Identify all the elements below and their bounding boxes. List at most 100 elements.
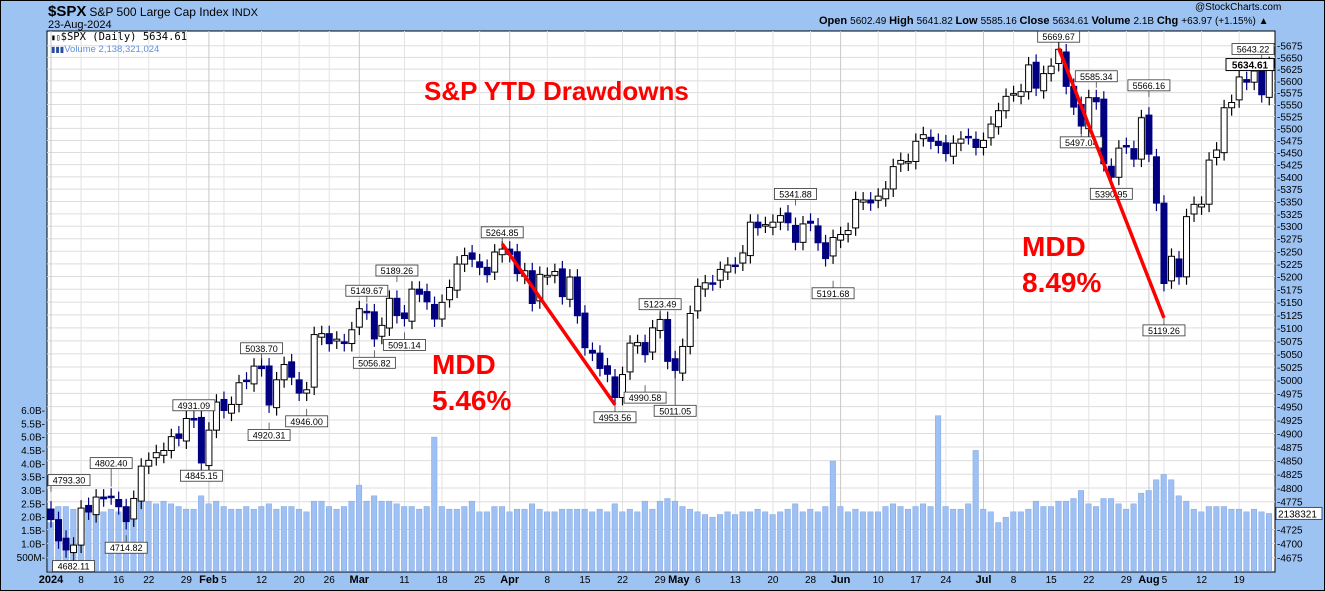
annotation-label: 4990.58 bbox=[629, 393, 662, 403]
drawdown-lines: MDD 5.46% MDD 8.49% bbox=[432, 47, 1166, 416]
annotation-label: 5149.67 bbox=[351, 286, 384, 296]
x-tick-label: 22 bbox=[143, 575, 155, 586]
annotation-label: 5264.85 bbox=[486, 228, 519, 238]
annotation-label: 5011.05 bbox=[659, 406, 691, 416]
volume-bar bbox=[889, 503, 896, 571]
volume-bar bbox=[664, 498, 671, 571]
candle-body bbox=[476, 261, 484, 268]
x-tick-label: 18 bbox=[436, 575, 448, 586]
volume-bar bbox=[491, 506, 498, 571]
x-tick-label: 29 bbox=[1121, 575, 1133, 586]
volume-bar bbox=[1093, 506, 1100, 571]
volume-bar bbox=[168, 503, 175, 571]
ohlc-label: Open bbox=[819, 15, 851, 27]
y-tick-label: -5275 bbox=[1277, 235, 1303, 246]
candle-body bbox=[581, 312, 589, 349]
candle-body bbox=[62, 537, 70, 551]
candle-body bbox=[303, 389, 311, 394]
ohlc-label: Low bbox=[955, 15, 981, 27]
candle-body bbox=[1243, 79, 1251, 83]
annotation-label: 5191.68 bbox=[817, 289, 850, 299]
candle-body bbox=[1092, 97, 1100, 103]
volume-bar bbox=[1123, 508, 1130, 571]
candle-body bbox=[949, 142, 957, 157]
volume-bar bbox=[1250, 508, 1257, 571]
annotation-box bbox=[47, 474, 91, 487]
y-tick-label: -5450 bbox=[1277, 149, 1303, 160]
annotation-label: 5497.04 bbox=[1065, 138, 1098, 148]
annotation-label: 4714.82 bbox=[110, 543, 143, 553]
candle-body bbox=[1152, 156, 1160, 204]
volume-bar bbox=[506, 511, 513, 571]
volume-tick-label: 4.0B- bbox=[21, 459, 45, 470]
volume-bar bbox=[1130, 503, 1137, 571]
candle-body bbox=[829, 236, 837, 257]
volume-bar bbox=[310, 500, 317, 571]
x-tick-label: 15 bbox=[579, 575, 591, 586]
candle-body bbox=[551, 271, 559, 276]
volume-bar bbox=[393, 503, 400, 571]
volume-bar bbox=[1175, 495, 1182, 571]
volume-tick-label: 1.0B- bbox=[21, 539, 45, 550]
candle-body bbox=[1160, 202, 1168, 285]
volume-bar bbox=[446, 508, 453, 571]
y-tick-label: -5500 bbox=[1277, 124, 1303, 135]
candle-body bbox=[686, 312, 694, 347]
candle-body bbox=[378, 324, 386, 337]
volume-bar bbox=[100, 511, 107, 571]
annotation-label: 4931.09 bbox=[178, 401, 211, 411]
annotation-label: 5038.70 bbox=[245, 344, 278, 354]
annotation-label: 4682.11 bbox=[58, 562, 90, 572]
candles bbox=[47, 41, 1273, 561]
annotation-box bbox=[104, 541, 148, 554]
volume-bar bbox=[1108, 498, 1115, 571]
volume-bar bbox=[566, 508, 573, 571]
candle-body bbox=[152, 452, 160, 459]
volume-bar bbox=[408, 506, 415, 571]
candle-body bbox=[1010, 93, 1018, 96]
annotation-label: 5585.34 bbox=[1080, 72, 1113, 82]
candle-body bbox=[160, 449, 168, 456]
volume-bar bbox=[1145, 490, 1152, 571]
candle-body bbox=[754, 221, 762, 229]
candle-body bbox=[701, 282, 709, 290]
annotation-box bbox=[383, 339, 426, 351]
volume-bar bbox=[265, 503, 272, 571]
volume-bar bbox=[784, 508, 791, 571]
annotation-label: 5669.67 bbox=[1042, 32, 1075, 42]
volume-bar bbox=[709, 516, 716, 571]
volume-bar bbox=[303, 511, 310, 571]
candle-body bbox=[543, 274, 551, 278]
volume-bar bbox=[559, 508, 566, 571]
candle-body bbox=[250, 365, 258, 385]
volume-bar bbox=[829, 460, 836, 571]
x-tick-label: 6 bbox=[695, 575, 701, 586]
volume-bar bbox=[386, 500, 393, 571]
candle-body bbox=[882, 188, 890, 200]
candle-body bbox=[318, 333, 326, 338]
x-tick-label: 10 bbox=[873, 575, 885, 586]
volume-bar bbox=[701, 514, 708, 571]
y-tick-label: -5125 bbox=[1277, 311, 1303, 322]
y-tick-label: -5300 bbox=[1277, 222, 1303, 233]
x-tick-label: Jun bbox=[831, 574, 851, 586]
annotation-label: 5119.26 bbox=[1148, 326, 1180, 336]
x-tick-label: Mar bbox=[350, 574, 370, 586]
y-tick-label: -5050 bbox=[1277, 350, 1303, 361]
volume-bar bbox=[995, 522, 1002, 571]
volume-bar bbox=[581, 508, 588, 571]
volume-bar bbox=[273, 508, 280, 571]
candle-body bbox=[852, 198, 860, 229]
volume-bar bbox=[401, 506, 408, 571]
drawdown-label: MDD bbox=[432, 349, 496, 380]
annotation-box bbox=[1059, 136, 1103, 149]
volume-bar bbox=[927, 506, 934, 571]
volume-bar bbox=[611, 503, 618, 571]
volume-tick-label: 4.5B- bbox=[21, 446, 45, 457]
y-tick-label: -5225 bbox=[1277, 260, 1303, 271]
annotation-label: 4920.31 bbox=[253, 431, 286, 441]
candle-body bbox=[431, 303, 439, 320]
volume-tick-label: 2.5B- bbox=[21, 499, 45, 510]
candle-body bbox=[972, 138, 980, 148]
y-tick-label: -5625 bbox=[1277, 65, 1303, 76]
